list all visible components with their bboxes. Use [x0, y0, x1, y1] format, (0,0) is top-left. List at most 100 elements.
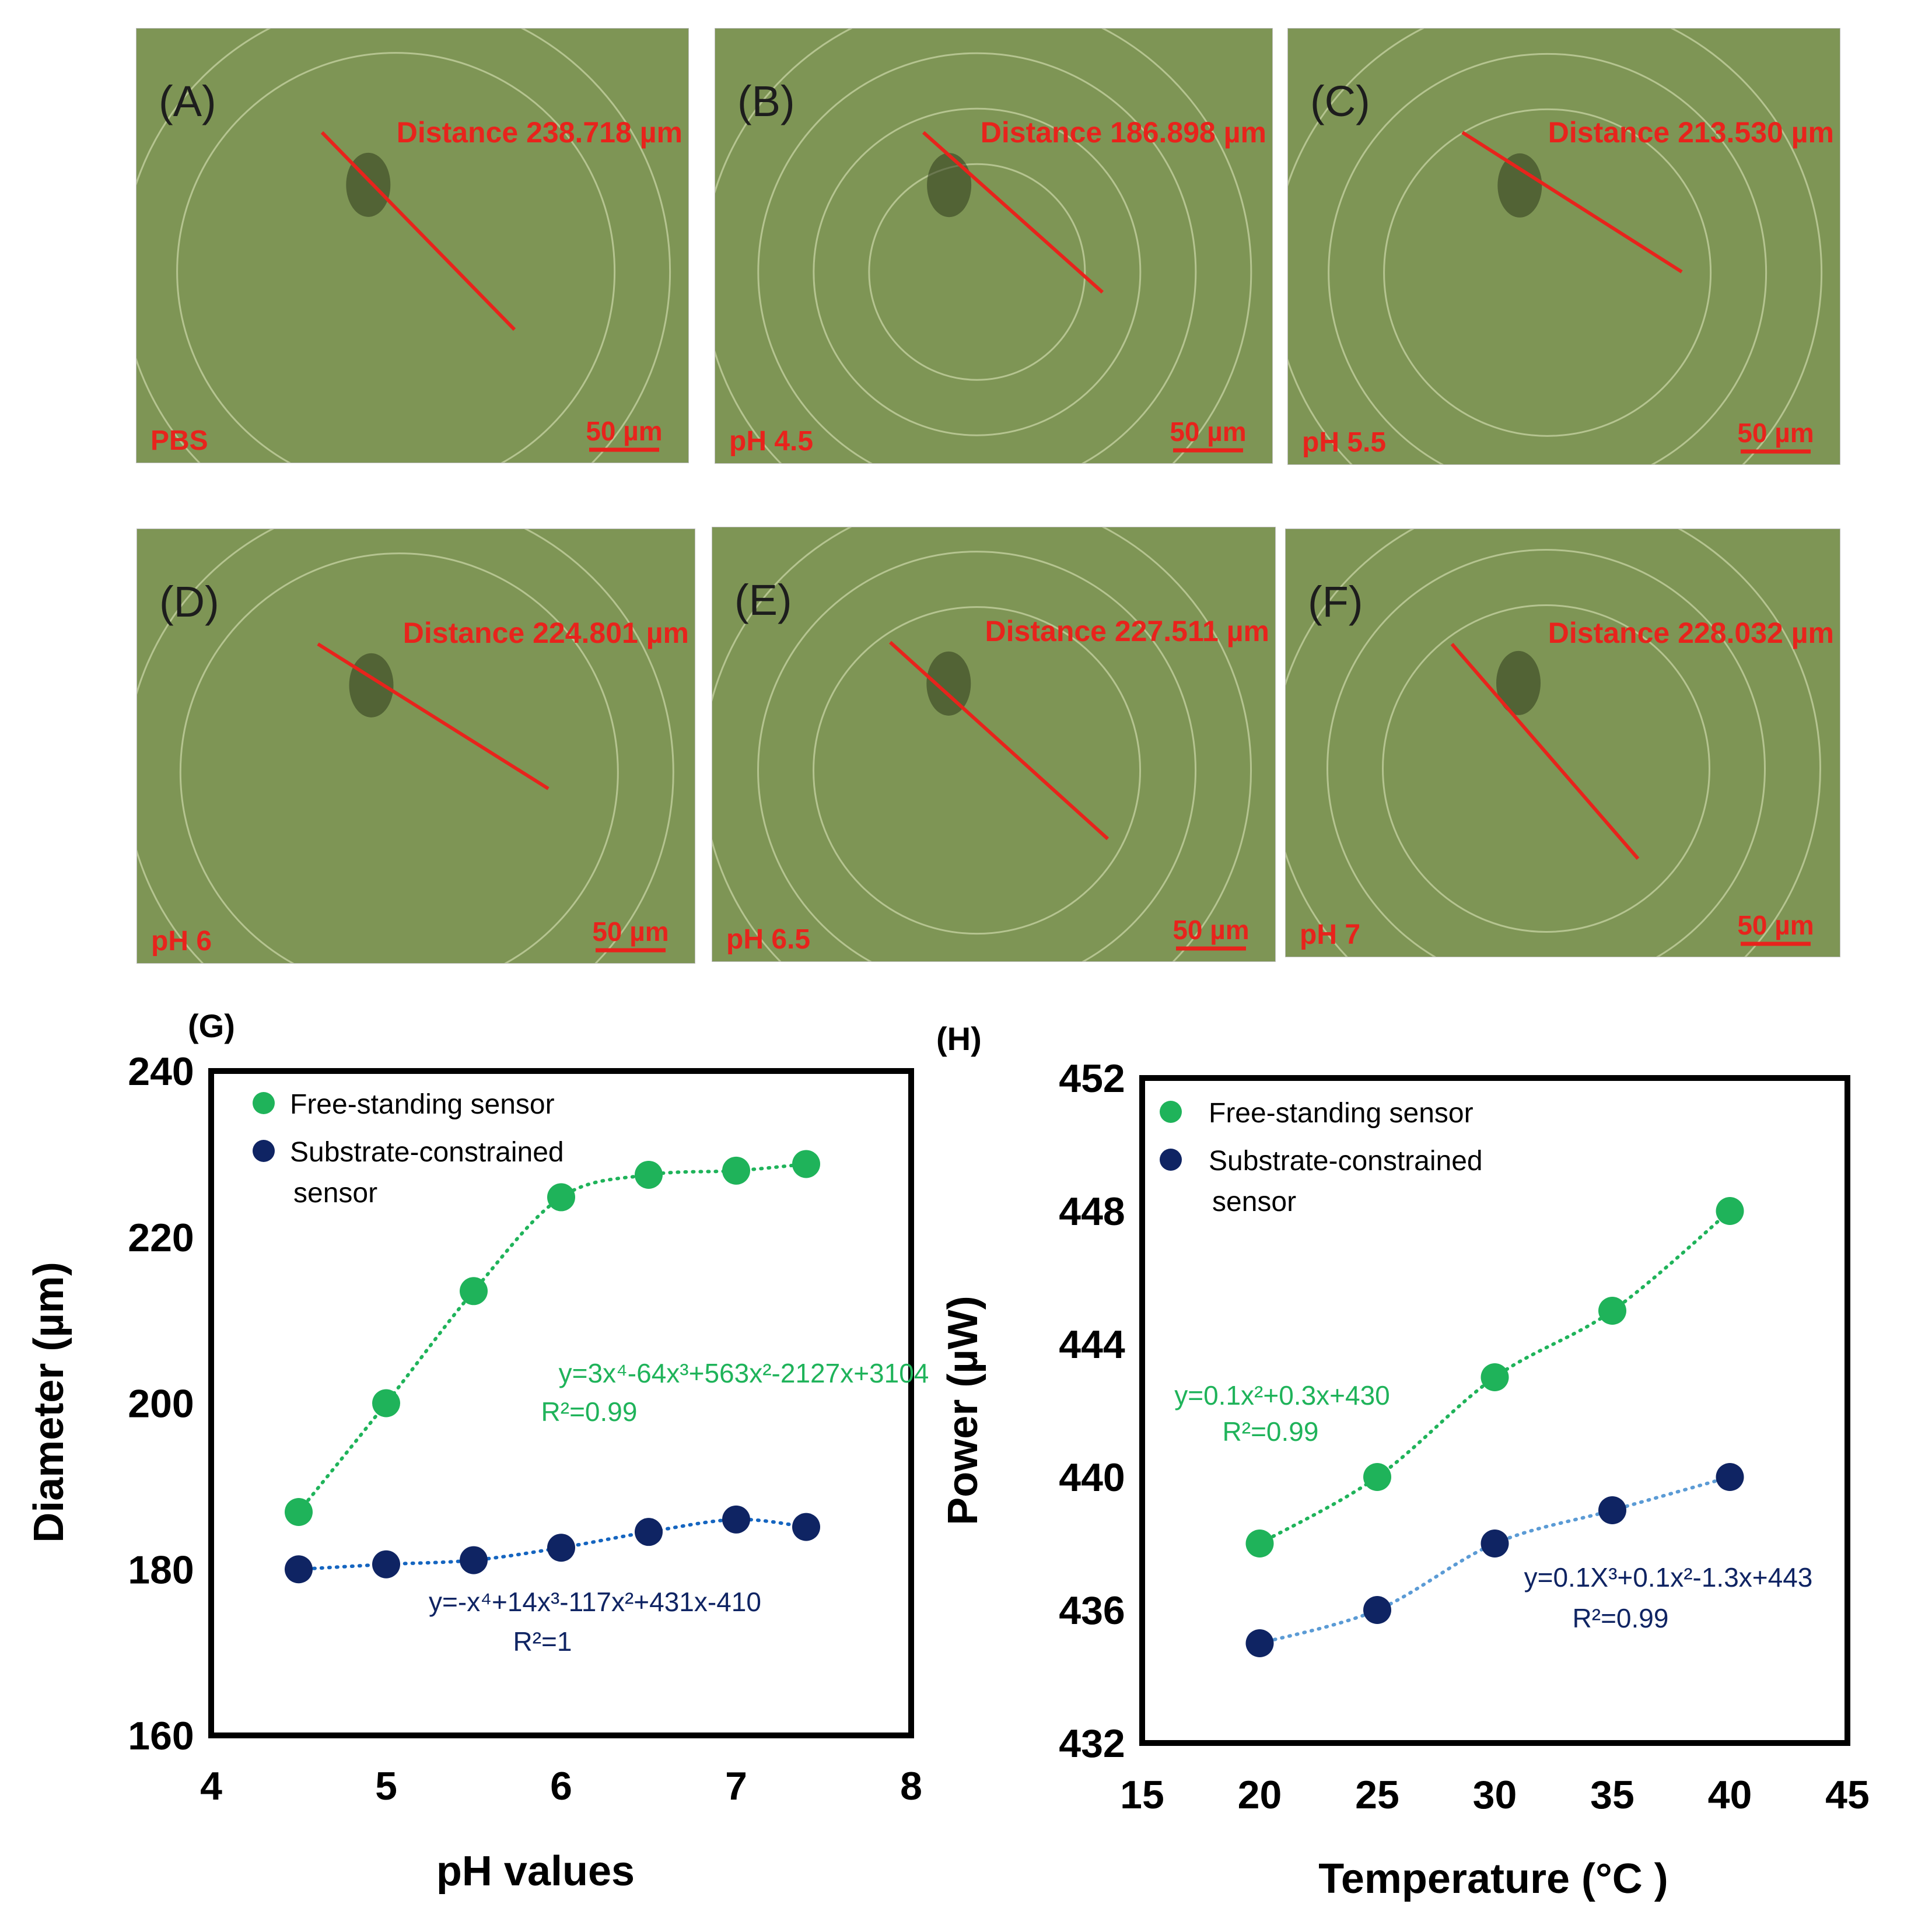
condition-label: PBS — [150, 425, 208, 456]
y-tick-label: 180 — [128, 1548, 194, 1592]
panel-label: (F) — [1308, 578, 1363, 626]
equation-label: y=0.1X³+0.1x²-1.3x+443 — [1524, 1562, 1813, 1592]
chart-1: 432 436 440 444 448 452 15 20 25 30 35 40 45 Temperat… — [936, 1020, 1870, 1902]
ring-outline — [813, 606, 1142, 935]
ring-outline — [868, 163, 1086, 381]
condition-label: pH 4.5 — [729, 426, 813, 457]
equation-label: R²=0.99 — [1223, 1416, 1319, 1447]
data-point-series-0 — [460, 1277, 488, 1306]
x-tick-label: 20 — [1238, 1773, 1282, 1817]
ring-outline — [1383, 108, 1712, 437]
measurement-line — [317, 642, 550, 790]
sensor-center-spot — [927, 153, 972, 218]
panel-label: (C) — [1310, 77, 1370, 125]
micrograph-panel: (E) Distance 227.511 µm pH 6.5 50 µm — [712, 527, 1276, 962]
y-tick-label: 432 — [1059, 1721, 1125, 1766]
legend-marker — [253, 1092, 275, 1114]
x-tick-label: 8 — [900, 1764, 922, 1808]
chart-panel-label: (G) — [188, 1007, 235, 1044]
data-point-series-0 — [1480, 1363, 1509, 1391]
micrograph-panel: (B) Distance 186.898 µm pH 4.5 50 µm — [715, 28, 1273, 464]
data-point-series-1 — [722, 1505, 750, 1534]
distance-label: Distance 213.530 µm — [1548, 116, 1834, 149]
data-point-series-0 — [792, 1150, 820, 1178]
data-point-series-0 — [635, 1160, 663, 1189]
data-point-series-0 — [1598, 1297, 1626, 1325]
y-tick-label: 160 — [128, 1714, 194, 1758]
panel-label: (D) — [159, 578, 219, 626]
plot-frame — [208, 1068, 914, 1738]
scale-bar-label: 50 µm — [592, 916, 668, 947]
data-point-series-0 — [1363, 1463, 1391, 1491]
data-point-series-1 — [1480, 1530, 1509, 1558]
condition-label: pH 6.5 — [726, 924, 810, 955]
equation-label: R²=0.99 — [1573, 1603, 1669, 1633]
measurement-line — [1461, 131, 1683, 274]
micrograph-panel: (F) Distance 228.032 µm pH 7 50 µm — [1285, 528, 1840, 957]
data-point-series-0 — [1245, 1530, 1274, 1558]
distance-label: Distance 224.801 µm — [403, 617, 689, 649]
legend-label: Substrate-constrained — [290, 1137, 564, 1168]
x-tick-label: 30 — [1473, 1773, 1517, 1817]
scale-bar-label: 50 µm — [1737, 418, 1814, 448]
measurement-line — [888, 640, 1110, 841]
x-axis-title: Temperature (°C ) — [1318, 1856, 1668, 1902]
y-tick-label: 440 — [1059, 1455, 1125, 1500]
scale-bar-label: 50 µm — [1737, 910, 1814, 940]
ring-outline — [813, 107, 1142, 436]
panel-label: (E) — [734, 576, 792, 624]
micrograph-panel: (C) Distance 213.530 µm pH 5.5 50 µm — [1287, 28, 1840, 465]
y-tick-label: 444 — [1059, 1322, 1125, 1367]
x-tick-label: 7 — [725, 1764, 747, 1808]
x-tick-label: 6 — [550, 1764, 572, 1808]
scale-bar-label: 50 µm — [1170, 416, 1246, 447]
legend-label: sensor — [1212, 1186, 1296, 1217]
data-point-series-1 — [635, 1518, 663, 1546]
data-point-series-1 — [792, 1513, 820, 1541]
measurement-line — [320, 131, 516, 331]
equation-label: R²=0.99 — [541, 1396, 638, 1427]
ring-outline — [1326, 549, 1766, 957]
ring-outline — [757, 52, 1197, 463]
legend-label: sensor — [293, 1178, 377, 1209]
chart-0: 160 180 200 220 240 4 5 6 7 8 pH values Diameter (µ… — [26, 1007, 929, 1895]
panel-label: (B) — [737, 77, 795, 125]
legend-marker — [253, 1140, 275, 1162]
ring-outline — [176, 52, 616, 463]
data-point-series-1 — [1716, 1463, 1744, 1491]
legend-label: Free-standing sensor — [290, 1089, 555, 1120]
micrograph-background — [715, 29, 1272, 463]
data-point-series-0 — [1716, 1197, 1744, 1225]
data-point-series-1 — [547, 1534, 575, 1562]
ring-outline — [137, 529, 674, 963]
ring-outline — [712, 527, 1252, 961]
micrograph-panel: (A) Distance 238.718 µm PBS 50 µm — [136, 28, 689, 463]
ring-outline — [1382, 604, 1710, 933]
ring-outline — [1288, 29, 1822, 464]
legend-label: Substrate-constrained — [1209, 1146, 1483, 1177]
x-tick-label: 5 — [375, 1764, 397, 1808]
micrograph-panel: (D) Distance 224.801 µm pH 6 50 µm — [136, 528, 695, 964]
y-tick-label: 200 — [128, 1382, 194, 1426]
ring-outline — [1328, 52, 1768, 464]
x-tick-label: 45 — [1825, 1773, 1870, 1817]
data-point-series-1 — [1363, 1596, 1391, 1624]
measurement-line — [922, 131, 1104, 294]
data-point-series-0 — [722, 1156, 750, 1185]
equation-label: y=0.1x²+0.3x+430 — [1174, 1380, 1390, 1410]
x-tick-label: 40 — [1708, 1773, 1752, 1817]
condition-label: pH 7 — [1300, 919, 1360, 950]
distance-label: Distance 228.032 µm — [1548, 617, 1834, 649]
data-point-series-0 — [372, 1389, 400, 1418]
x-tick-label: 25 — [1355, 1773, 1399, 1817]
distance-label: Distance 227.511 µm — [985, 615, 1269, 648]
y-axis-title: Diameter (µm) — [26, 1262, 72, 1543]
plot-frame — [1139, 1075, 1850, 1746]
y-tick-label: 452 — [1059, 1056, 1125, 1101]
micrograph-background — [136, 29, 688, 463]
data-point-series-1 — [285, 1555, 313, 1584]
micrograph-background — [137, 529, 695, 963]
sensor-center-spot — [926, 651, 971, 716]
x-tick-label: 15 — [1120, 1773, 1164, 1817]
